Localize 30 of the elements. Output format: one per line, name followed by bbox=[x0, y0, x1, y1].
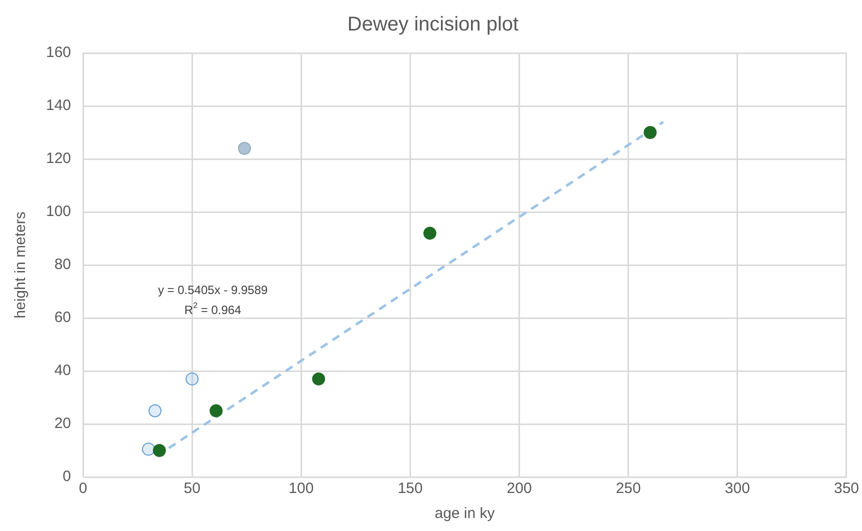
x-tick-label: 50 bbox=[184, 480, 200, 498]
point bbox=[152, 444, 166, 457]
y-tick-label: 60 bbox=[54, 309, 72, 326]
y-tick-label: 0 bbox=[62, 468, 72, 486]
annotation: y = 0.5405x - 9.9589 bbox=[158, 282, 268, 297]
y-tick-label: 20 bbox=[54, 415, 72, 432]
point bbox=[186, 372, 199, 386]
y-tick-label: 160 bbox=[46, 44, 72, 62]
point bbox=[210, 404, 223, 418]
point bbox=[148, 404, 162, 418]
x-axis-title: age in ky bbox=[434, 505, 496, 522]
x-tick-label: 350 bbox=[834, 480, 859, 498]
y-tick-label: 140 bbox=[46, 97, 72, 114]
point bbox=[423, 226, 436, 240]
x-tick-label: 100 bbox=[288, 480, 314, 498]
point bbox=[312, 372, 326, 386]
y-tick-label: 100 bbox=[46, 203, 72, 220]
x-tick-label: 300 bbox=[724, 480, 750, 498]
point bbox=[142, 442, 155, 456]
x-tick-label: 150 bbox=[398, 480, 423, 498]
chart-title: Dewey incision plot bbox=[347, 14, 520, 36]
x-tick-label: 250 bbox=[616, 480, 641, 498]
x-tick-label: 200 bbox=[506, 480, 532, 498]
y-tick-label: 80 bbox=[54, 256, 72, 274]
y-tick-label: 120 bbox=[46, 150, 72, 168]
point bbox=[644, 126, 657, 139]
point bbox=[238, 142, 251, 155]
y-tick-label: 40 bbox=[54, 362, 72, 380]
x-tick-label: 0 bbox=[78, 480, 88, 498]
y-axis-title: height in meters bbox=[12, 212, 30, 318]
